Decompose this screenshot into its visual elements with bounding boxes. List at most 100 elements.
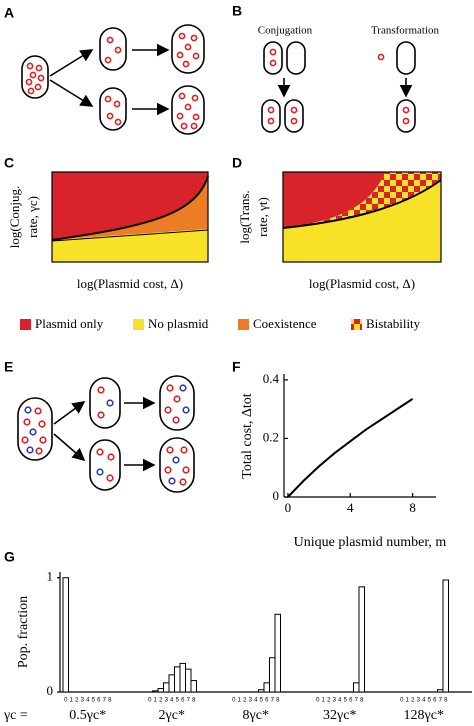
x-tick-label: 5 [176, 698, 180, 704]
x-prefix: γc = [3, 708, 28, 723]
x-tick-label: 4 [86, 698, 90, 704]
group-label: 0.5γc* [69, 708, 106, 723]
x-tick-label: 2 [411, 698, 415, 704]
bar [168, 674, 175, 693]
x-tick-label: 7 [271, 698, 275, 704]
legend-label: No plasmid [148, 316, 209, 331]
panel-c-phase-diagram [51, 171, 209, 263]
x-tick-label: 6 [265, 698, 269, 704]
x-tick-label: 0 [64, 698, 68, 704]
bar [437, 689, 444, 693]
bar [358, 586, 365, 693]
bar [190, 680, 197, 693]
x-axis-label: log(Plasmid cost, Δ) [77, 276, 183, 291]
legend-label: Bistability [366, 316, 421, 331]
y-axis-label: rate, γt) [255, 197, 270, 237]
x-tick-label: 8 [192, 698, 196, 704]
group-label: 8γc* [243, 708, 269, 723]
x-axis-label: Unique plasmid number, m [294, 535, 447, 550]
x-tick-label: 8 [276, 698, 280, 704]
cost-line [287, 398, 414, 498]
x-tick-label: 2 [159, 698, 163, 704]
panel-label: C [4, 155, 14, 171]
legend-swatch [133, 319, 144, 330]
x-tick-label: 5 [260, 698, 264, 704]
x-tick-label: 4 [347, 500, 354, 515]
y-tick-label: 0 [273, 488, 280, 503]
x-tick-label: 2 [327, 698, 331, 704]
x-tick-label: 3 [81, 698, 85, 704]
x-tick-label: 8 [108, 698, 112, 704]
panel-label: A [4, 5, 14, 21]
x-tick-label: 0 [400, 698, 404, 704]
bar [263, 682, 270, 693]
y-tick-label: 0.2 [263, 429, 279, 444]
panel-e-diagram [17, 375, 195, 493]
x-tick-label: 4 [422, 698, 426, 704]
x-tick-label: 8 [444, 698, 448, 704]
x-tick-label: 0 [148, 698, 152, 704]
y-axis-label: Pop. fraction [16, 596, 31, 668]
x-tick-label: 4 [254, 698, 258, 704]
x-tick-label: 5 [344, 698, 348, 704]
x-tick-label: 0 [285, 500, 292, 515]
x-tick-label: 6 [97, 698, 101, 704]
panel-label: D [232, 155, 242, 171]
y-axis-label: Total cost, Δtot [240, 393, 255, 479]
bar [62, 577, 69, 693]
group-label: 2γc* [159, 708, 185, 723]
x-tick-label: 5 [428, 698, 432, 704]
x-tick-label: 7 [187, 698, 191, 704]
y-tick-label: 1 [47, 569, 54, 584]
panel-b-diagram [261, 41, 416, 133]
panel-label: F [232, 359, 241, 375]
bar [353, 682, 360, 693]
x-tick-label: 0 [316, 698, 320, 704]
bar [269, 657, 276, 693]
conjugation-label: Conjugation [258, 25, 313, 37]
x-tick-label: 4 [338, 698, 342, 704]
x-tick-label: 6 [181, 698, 185, 704]
y-tick-label: 0 [47, 683, 54, 698]
x-tick-label: 3 [249, 698, 253, 704]
x-tick-label: 8 [409, 500, 416, 515]
x-axis-label: log(Plasmid cost, Δ) [309, 276, 415, 291]
transformation-label: Transformation [371, 25, 440, 37]
panel-label: B [232, 3, 242, 19]
panel-label: E [4, 359, 13, 375]
x-tick-label: 4 [170, 698, 174, 704]
legend-swatch [238, 319, 249, 330]
x-tick-label: 3 [165, 698, 169, 704]
x-tick-label: 6 [349, 698, 353, 704]
legend-label: Coexistence [253, 316, 317, 331]
x-tick-label: 1 [154, 698, 158, 704]
x-tick-label: 1 [238, 698, 242, 704]
bar [185, 668, 192, 693]
group-label: 32γc* [323, 708, 356, 723]
x-tick-label: 7 [439, 698, 443, 704]
bar [163, 682, 170, 693]
x-tick-label: 3 [333, 698, 337, 704]
panel-d-phase-diagram [282, 171, 442, 263]
bar [274, 613, 281, 693]
bar [258, 689, 265, 693]
legend-label: Plasmid only [35, 316, 104, 331]
panel-a-diagram [21, 24, 205, 135]
x-tick-label: 5 [92, 698, 96, 704]
x-tick-label: 1 [406, 698, 410, 704]
x-tick-label: 7 [103, 698, 107, 704]
bar [442, 579, 449, 693]
x-tick-label: 1 [70, 698, 74, 704]
x-tick-label: 6 [433, 698, 437, 704]
y-axis-label: rate, γc) [25, 196, 40, 238]
bar [157, 688, 164, 693]
bar [174, 666, 181, 693]
x-tick-label: 2 [243, 698, 247, 704]
y-axis-label: log(Trans. [237, 190, 252, 243]
legend-swatch [20, 319, 31, 330]
panel-label: G [4, 549, 15, 565]
bar [152, 690, 159, 693]
x-tick-label: 8 [360, 698, 364, 704]
x-tick-label: 7 [355, 698, 359, 704]
